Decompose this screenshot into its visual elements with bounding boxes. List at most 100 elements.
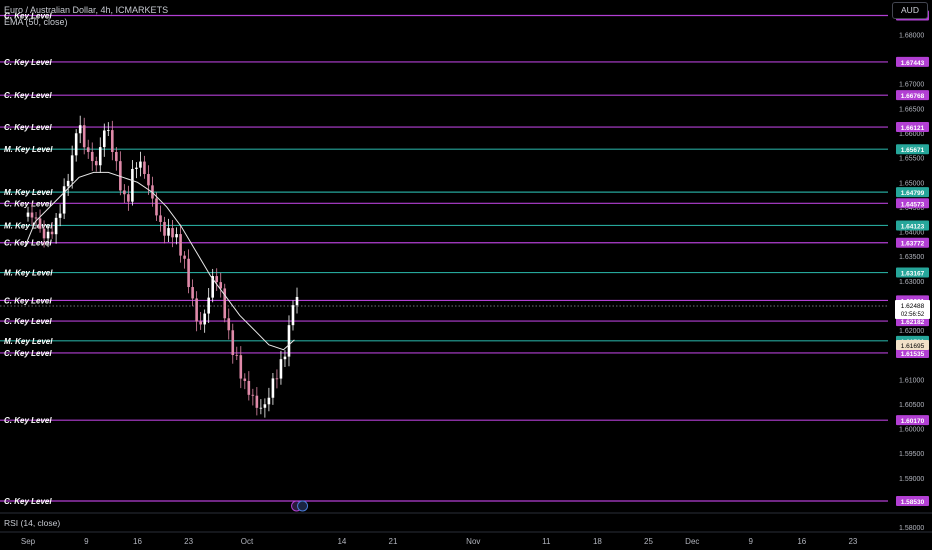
- price-tick-label: 1.59000: [899, 476, 924, 483]
- time-tick-label: Nov: [466, 537, 480, 546]
- candle-body: [123, 190, 126, 195]
- key-level-label: C. Key Level: [4, 199, 52, 208]
- key-level-price-label: 1.60170: [901, 418, 925, 425]
- price-tick-label: 1.60500: [899, 402, 924, 409]
- key-level-price-tag: [896, 144, 929, 155]
- candle-body: [219, 282, 223, 289]
- candle-body: [98, 147, 102, 166]
- key-level-label: C. Key Level: [4, 11, 52, 20]
- key-level-label: C. Key Level: [4, 416, 52, 425]
- key-level-label: C. Key Level: [4, 239, 52, 248]
- candle-body: [94, 161, 98, 166]
- candle-body: [295, 296, 299, 306]
- candle-body: [287, 325, 291, 357]
- currency-button[interactable]: AUD: [892, 2, 928, 19]
- candle-body: [243, 378, 247, 381]
- candle-body: [66, 180, 70, 187]
- price-tick-label: 1.62000: [899, 328, 924, 335]
- key-level-price-tag: [896, 198, 929, 209]
- time-tick-label: 9: [748, 537, 753, 546]
- time-tick-label: 9: [84, 537, 89, 546]
- key-level-price-label: 1.64123: [901, 223, 925, 230]
- time-tick-label: 25: [644, 537, 653, 546]
- time-tick-label: Sep: [21, 537, 36, 546]
- candle-body: [279, 359, 283, 379]
- candle-body: [167, 228, 170, 236]
- candle-body: [127, 194, 130, 202]
- price-tick-label: 1.63500: [899, 254, 924, 261]
- candle-body: [159, 215, 162, 222]
- candle-body: [102, 130, 106, 148]
- price-tick-label: 1.58000: [899, 525, 924, 532]
- candle-body: [50, 231, 54, 235]
- candle-body: [191, 287, 194, 299]
- key-level-price-label: 1.67443: [901, 60, 925, 67]
- candle-body: [155, 198, 158, 216]
- candle-body: [30, 212, 34, 218]
- candle-body: [235, 354, 239, 356]
- candle-body: [119, 161, 122, 191]
- time-tick-label: 16: [797, 537, 806, 546]
- candle-body: [70, 155, 74, 181]
- symbol-title: Euro / Australian Dollar, 4h, ICMARKETS: [4, 5, 169, 15]
- ema-line: [24, 171, 295, 351]
- candle-body: [175, 234, 178, 238]
- time-tick-label: 11: [542, 537, 551, 546]
- rsi-indicator-legend[interactable]: RSI (14, close): [4, 518, 61, 528]
- current-price-tag: [895, 299, 930, 319]
- candle-body: [115, 151, 118, 162]
- candle-body: [74, 133, 78, 156]
- candle-body: [34, 217, 38, 219]
- key-level-price-label: 1.66768: [901, 93, 925, 100]
- candle-body: [46, 231, 50, 239]
- key-level-label: C. Key Level: [4, 349, 52, 358]
- time-tick-label: Dec: [685, 537, 699, 546]
- close-marker-label: 1.61695: [901, 343, 925, 350]
- ema-indicator-legend[interactable]: EMA (50, close): [4, 17, 68, 27]
- candle-body: [82, 125, 86, 148]
- candle-body: [187, 258, 190, 288]
- candle-body: [139, 161, 142, 168]
- candle-body: [183, 255, 186, 259]
- price-tick-label: 1.63000: [899, 279, 924, 286]
- price-tick-label: 1.66000: [899, 131, 924, 138]
- candle-body: [62, 186, 66, 214]
- key-level-price-label: 1.64573: [901, 201, 925, 208]
- candle-body: [58, 213, 62, 218]
- key-level-price-tag: [896, 187, 929, 198]
- key-level-label: M. Key Level: [4, 188, 53, 197]
- key-level-label: C. Key Level: [4, 497, 52, 506]
- candle-body: [143, 161, 146, 175]
- key-level-label: C. Key Level: [4, 317, 52, 326]
- event-flag-icon[interactable]: [297, 500, 309, 512]
- key-level-price-tag: [896, 495, 929, 506]
- candle-body: [111, 130, 114, 152]
- key-level-label: C. Key Level: [4, 123, 52, 132]
- price-axis-panel: [890, 0, 932, 532]
- key-level-price-tag: [896, 415, 929, 426]
- candle-body: [163, 221, 166, 236]
- key-level-price-label: 1.65671: [901, 147, 925, 154]
- candle-body: [26, 212, 30, 217]
- key-level-label: M. Key Level: [4, 269, 53, 278]
- candle-body: [227, 318, 231, 331]
- candle-body: [291, 305, 295, 326]
- candle-body: [135, 167, 138, 169]
- key-level-price-tag: [896, 347, 929, 358]
- candle-body: [199, 321, 202, 325]
- price-tick-label: 1.64000: [899, 230, 924, 237]
- price-tick-label: 1.60000: [899, 427, 924, 434]
- candle-body: [90, 151, 94, 162]
- key-level-price-tag: [896, 122, 929, 133]
- candle-body: [223, 288, 227, 319]
- key-level-price-label: 1.62182: [901, 319, 925, 326]
- key-level-label: M. Key Level: [4, 221, 53, 230]
- key-level-label: M. Key Level: [4, 337, 53, 346]
- price-tick-label: 1.66500: [899, 106, 924, 113]
- key-level-price-tag: [896, 220, 929, 231]
- time-tick-label: 21: [389, 537, 398, 546]
- candle-body: [131, 168, 134, 202]
